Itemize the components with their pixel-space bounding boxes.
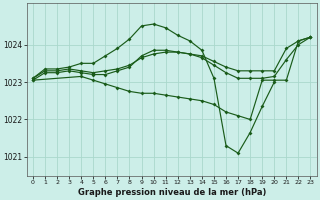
X-axis label: Graphe pression niveau de la mer (hPa): Graphe pression niveau de la mer (hPa)	[77, 188, 266, 197]
